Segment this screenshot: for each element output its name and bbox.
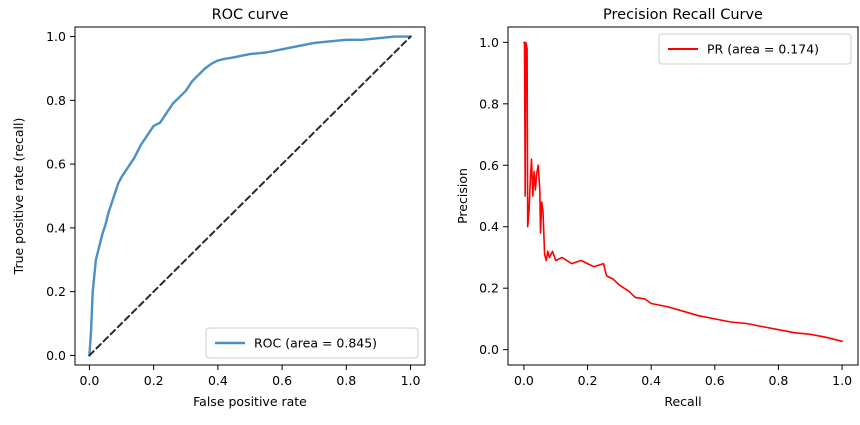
pr-chart-title: Precision Recall Curve (603, 7, 763, 23)
pr-y-tick-label: 0.2 (479, 281, 499, 296)
roc-y-tick-label: 0.8 (46, 93, 66, 108)
roc-series-line-0 (88, 35, 412, 357)
pr-plot-area: 0.0 0.2 0.4 0.6 0.8 1.0 0.0 0.2 0.4 0.6 0.8 1.0 (479, 26, 859, 388)
roc-x-tick-label: 0.8 (336, 373, 356, 388)
roc-x-tick-label: 0.6 (272, 373, 292, 388)
pr-legend-box (658, 33, 852, 65)
roc-legend-label: ROC (area = 0.845) (254, 336, 377, 351)
roc-x-tick-label: 0.4 (208, 373, 228, 388)
roc-x-tick-label: 0.0 (80, 373, 100, 388)
pr-legend-label: PR (area = 0.174) (707, 42, 819, 57)
pr-chart: Precision Recall Curve 0.0 0.2 0.4 0.6 0.8 1.… (455, 7, 859, 409)
pr-y-tick-label: 0.0 (479, 342, 499, 357)
pr-x-tick-label: 0.8 (769, 373, 789, 388)
roc-y-tick-label: 1.0 (46, 29, 66, 44)
roc-chart: ROC curve 0.0 0.2 0.4 0.6 0.8 1.0 0.0 0.2 0.4 0.6… (11, 7, 426, 409)
pr-x-tick-label: 0.4 (641, 373, 661, 388)
pr-x-tick-label: 0.2 (578, 373, 598, 388)
pr-x-tick-label: 1.0 (832, 373, 852, 388)
roc-legend: ROC (area = 0.845) (205, 327, 419, 359)
roc-x-axis-label: False positive rate (193, 394, 307, 409)
roc-y-tick-label: 0.4 (46, 220, 66, 235)
roc-y-tick-label: 0.0 (46, 348, 66, 363)
pr-x-axis-label: Recall (664, 394, 701, 409)
pr-y-tick-label: 0.8 (479, 96, 499, 111)
pr-x-tick-label: 0.6 (705, 373, 725, 388)
roc-series-chance-diagonal (88, 35, 412, 357)
pr-y-tick-label: 0.4 (479, 219, 499, 234)
pr-plot-frame (507, 26, 859, 366)
pr-x-tick-label: 0.0 (514, 373, 534, 388)
roc-x-tick-label: 0.2 (144, 373, 164, 388)
pr-legend: PR (area = 0.174) (658, 33, 852, 65)
roc-x-tick-label: 1.0 (401, 373, 421, 388)
pr-y-axis-label: Precision (455, 168, 470, 224)
roc-legend-box (205, 327, 419, 359)
roc-y-tick-label: 0.2 (46, 284, 66, 299)
pr-y-tick-label: 0.6 (479, 158, 499, 173)
roc-y-axis-label: True positive rate (recall) (11, 118, 26, 276)
pr-series-line-0 (523, 41, 843, 343)
roc-chart-title: ROC curve (212, 7, 289, 23)
roc-plot-frame (74, 26, 426, 366)
roc-y-tick-label: 0.6 (46, 157, 66, 172)
pr-y-tick-label: 1.0 (479, 35, 499, 50)
roc-plot-area: 0.0 0.2 0.4 0.6 0.8 1.0 0.0 0.2 0.4 0.6 0.8 1.0 (46, 26, 426, 388)
